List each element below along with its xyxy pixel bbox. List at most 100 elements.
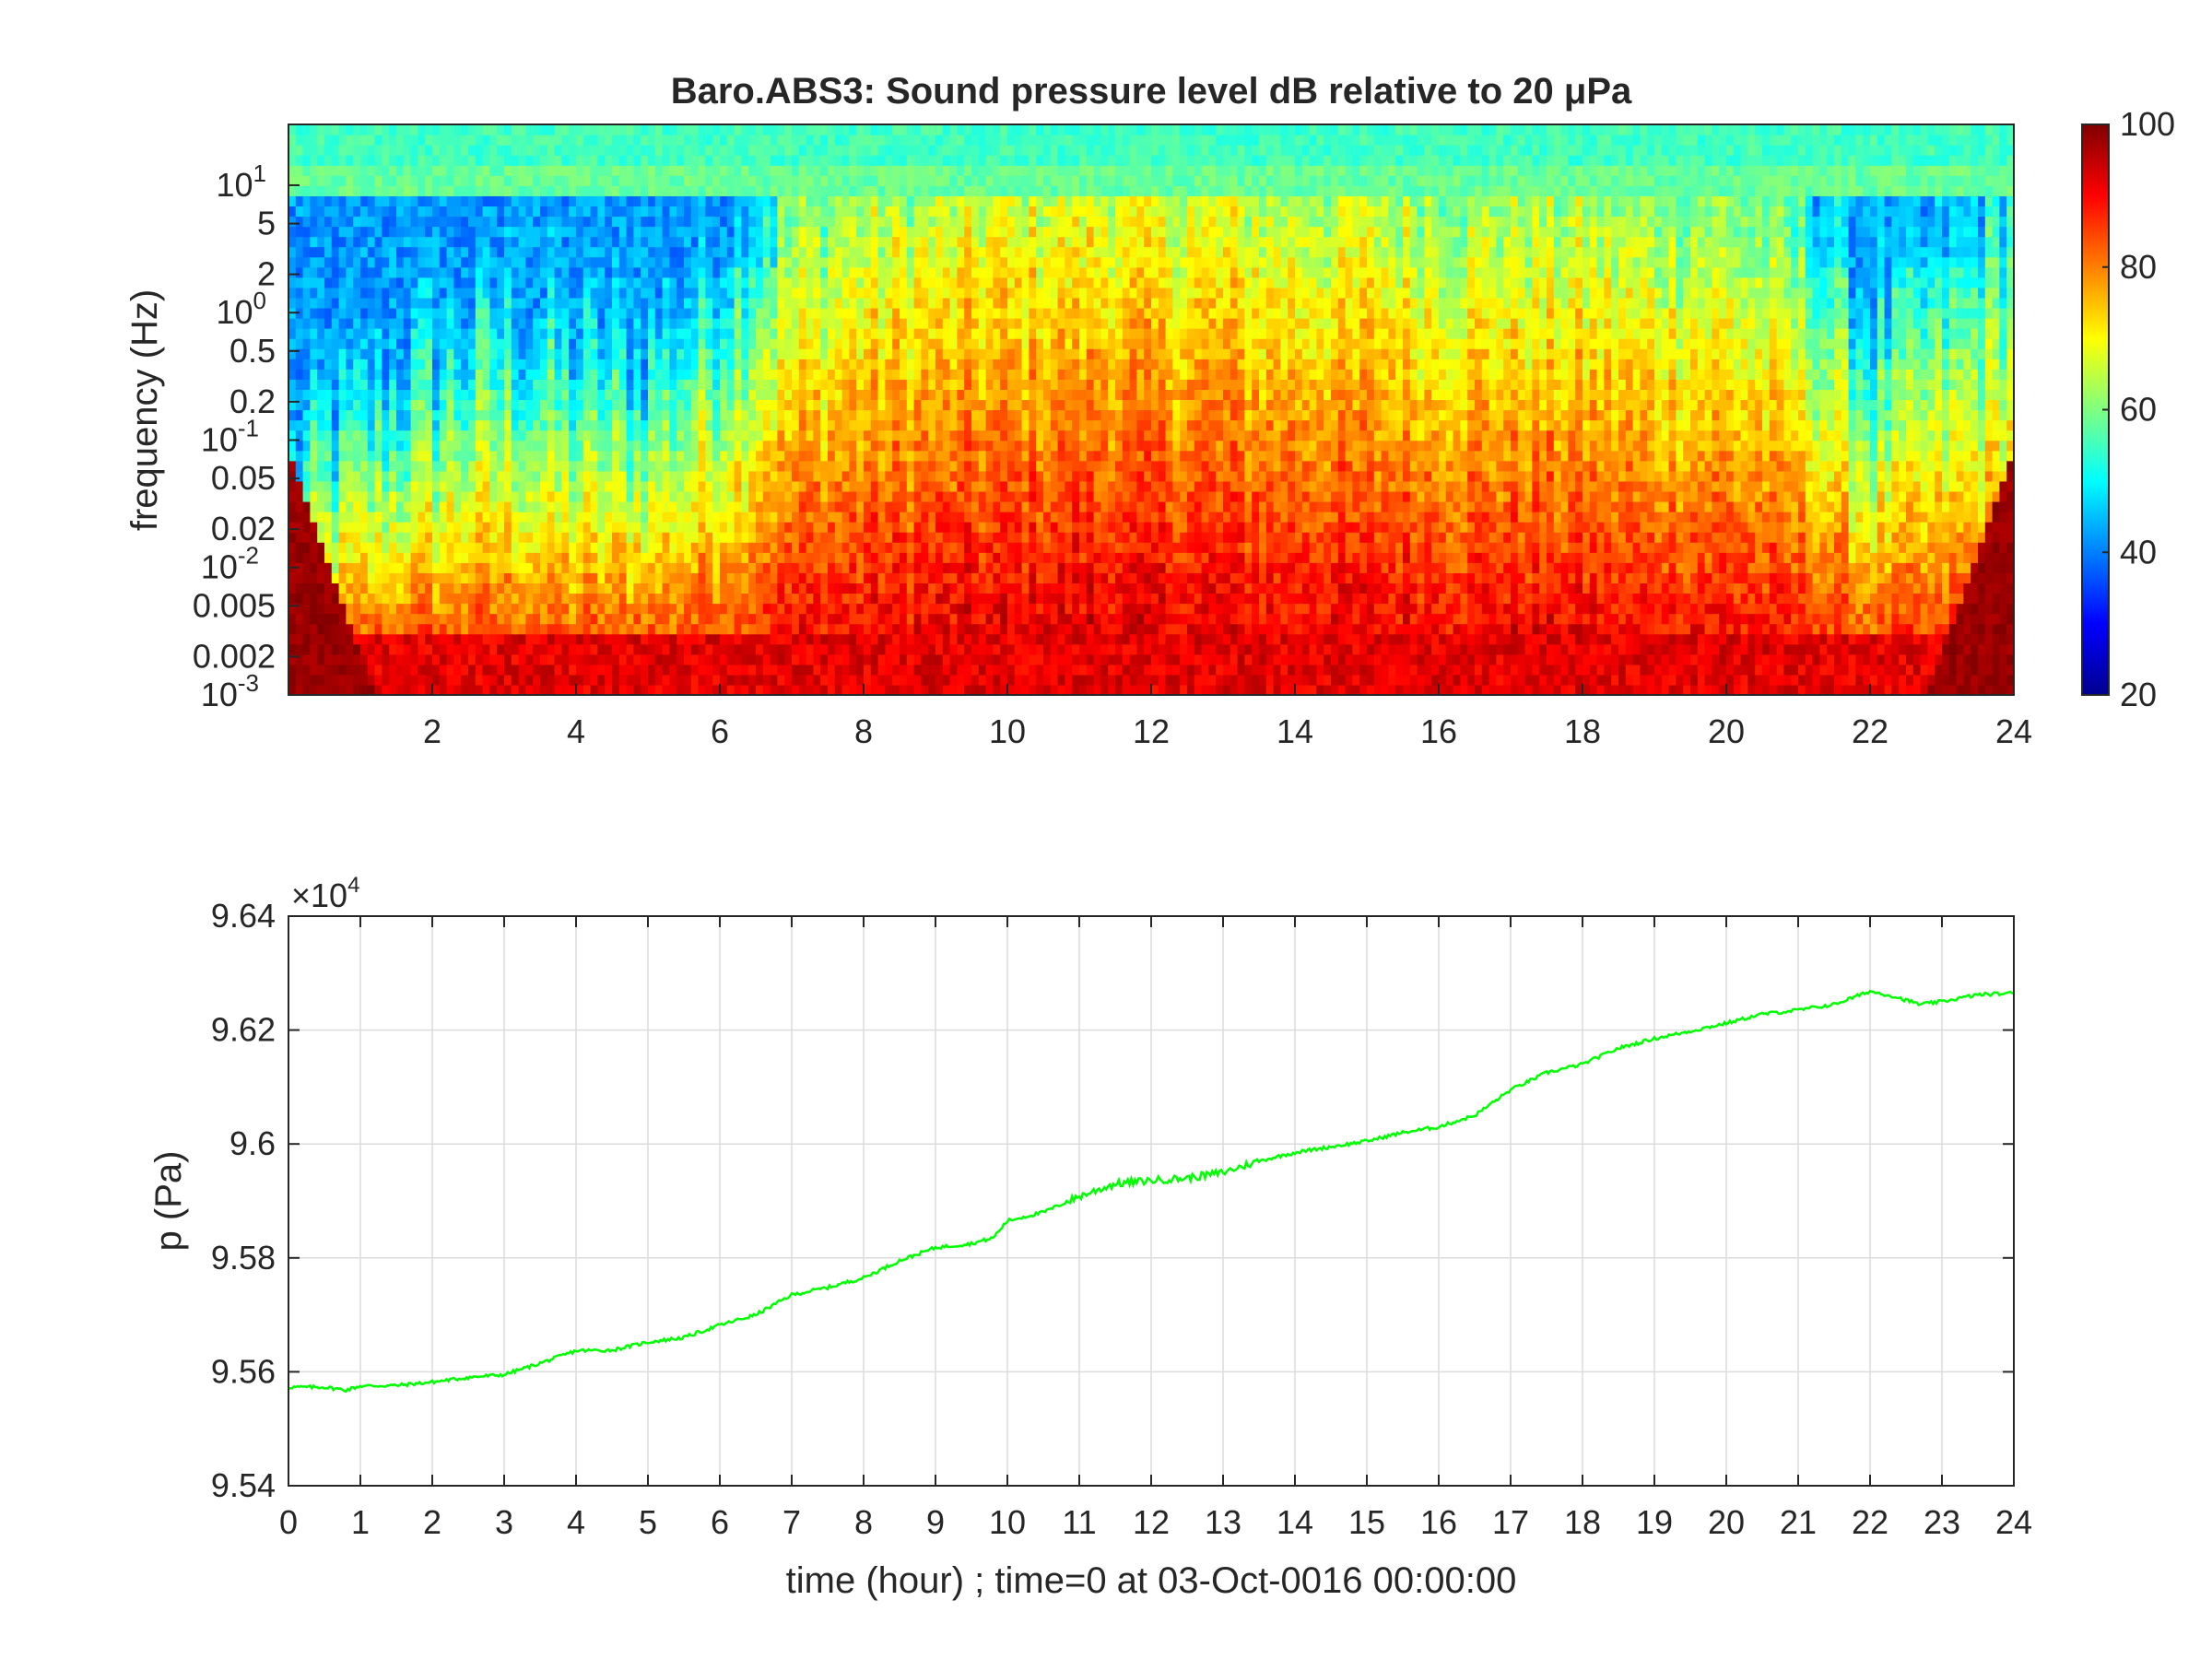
spectrogram-cell bbox=[389, 399, 397, 411]
spectrogram-cell bbox=[662, 399, 670, 411]
spectrogram-cell bbox=[648, 338, 656, 349]
spectrogram-cell bbox=[720, 653, 728, 665]
spectrogram-cell bbox=[777, 684, 785, 695]
spectrogram-cell bbox=[360, 603, 369, 615]
spectrogram-cell bbox=[641, 155, 649, 166]
spectrogram-cell bbox=[734, 236, 742, 248]
spectrogram-cell bbox=[338, 623, 347, 635]
spectrogram-cell bbox=[684, 185, 692, 196]
spectrogram-cell bbox=[569, 399, 577, 411]
spectrogram-cell bbox=[784, 532, 793, 543]
spectrogram-cell bbox=[784, 206, 793, 218]
spectrogram-cell bbox=[396, 532, 405, 543]
spectrogram-cell bbox=[317, 399, 325, 411]
spectrogram-cell bbox=[389, 674, 397, 686]
spectrogram-cell bbox=[439, 572, 448, 584]
spectrogram-cell bbox=[504, 429, 512, 441]
spectrogram-cell bbox=[310, 623, 318, 635]
spectrogram-cell bbox=[813, 480, 821, 492]
spectrogram-cell bbox=[612, 664, 620, 676]
spectrogram-cell bbox=[504, 613, 512, 625]
spectrogram-cell bbox=[295, 318, 304, 329]
spectrogram-cell bbox=[317, 307, 325, 319]
spectrogram-cell bbox=[475, 613, 484, 625]
spectrogram-cell bbox=[841, 195, 850, 207]
spectrogram-cell bbox=[892, 389, 900, 401]
spectrogram-cell bbox=[633, 399, 641, 411]
spectrogram-cell bbox=[439, 359, 448, 370]
spectrogram-cell bbox=[367, 226, 376, 238]
spectrogram-cell bbox=[403, 276, 412, 288]
spectrogram-cell bbox=[331, 124, 340, 135]
spectrogram-cell bbox=[734, 603, 742, 615]
spectrogram-cell bbox=[906, 379, 915, 390]
spectrogram-cell bbox=[921, 236, 929, 248]
spectrogram-cell bbox=[662, 206, 670, 218]
spectrogram-cell bbox=[317, 338, 325, 349]
spectrogram-cell bbox=[605, 480, 613, 492]
spectrogram-cell bbox=[906, 276, 915, 288]
spectrogram-cell bbox=[734, 226, 742, 238]
spectrogram-cell bbox=[720, 276, 728, 288]
spectrogram-cell bbox=[310, 185, 318, 196]
spectrogram-cell bbox=[453, 419, 462, 431]
spectrogram-cell bbox=[612, 613, 620, 625]
spectrogram-cell bbox=[504, 165, 512, 176]
spectrogram-cell bbox=[705, 603, 713, 615]
spectrogram-cell bbox=[504, 135, 512, 146]
spectrogram-cell bbox=[756, 572, 764, 584]
spectrogram-cell bbox=[482, 593, 490, 605]
spectrogram-cell bbox=[834, 522, 843, 533]
spectrogram-cell bbox=[913, 643, 922, 655]
spectrogram-cell bbox=[540, 185, 548, 196]
spectrogram-cell bbox=[338, 480, 347, 492]
spectrogram-cell bbox=[906, 643, 915, 655]
spectrogram-cell bbox=[849, 684, 857, 695]
spectrogram-cell bbox=[403, 419, 412, 431]
spectrogram-cell bbox=[734, 369, 742, 380]
spectrogram-cell bbox=[382, 389, 390, 401]
spectrogram-cell bbox=[396, 653, 405, 665]
spectrogram-cell bbox=[748, 328, 757, 339]
spectrogram-cell bbox=[612, 328, 620, 339]
spectrogram-cell bbox=[792, 500, 800, 512]
spectrogram-cell bbox=[841, 307, 850, 319]
spectrogram-cell bbox=[489, 470, 498, 482]
spectrogram-cell bbox=[418, 480, 426, 492]
spectrogram-cell bbox=[921, 572, 929, 584]
spectrogram-cell bbox=[762, 256, 771, 268]
spectrogram-cell bbox=[317, 266, 325, 278]
spectrogram-cell bbox=[798, 328, 807, 339]
spectrogram-cell bbox=[712, 307, 721, 319]
spectrogram-cell bbox=[432, 532, 441, 543]
spectrogram-cell bbox=[353, 236, 361, 248]
spectrogram-cell bbox=[892, 246, 900, 258]
spectrogram-cell bbox=[792, 226, 800, 238]
spectrogram-cell bbox=[432, 643, 441, 655]
spectrogram-cell bbox=[338, 369, 347, 380]
spectrogram-cell bbox=[418, 338, 426, 349]
spectrogram-cell bbox=[518, 593, 526, 605]
spectrogram-cell bbox=[698, 470, 706, 482]
spectrogram-cell bbox=[633, 236, 641, 248]
spectrogram-cell bbox=[374, 522, 382, 533]
spectrogram-cell bbox=[374, 633, 382, 645]
spectrogram-cell bbox=[748, 307, 757, 319]
spectrogram-cell bbox=[856, 256, 865, 268]
spectrogram-cell bbox=[310, 307, 318, 319]
spectrogram-cell bbox=[684, 480, 692, 492]
spectrogram-cell bbox=[338, 266, 347, 278]
spectrogram-cell bbox=[770, 175, 778, 186]
spectrogram-cell bbox=[504, 328, 512, 339]
spectrogram-cell bbox=[582, 328, 592, 339]
spectrogram-cell bbox=[828, 389, 836, 401]
spectrogram-cell bbox=[561, 155, 570, 166]
spectrogram-cell bbox=[705, 236, 713, 248]
spectrogram-cell bbox=[806, 145, 814, 156]
spectrogram-cell bbox=[346, 470, 354, 482]
spectrogram-cell bbox=[547, 623, 556, 635]
spectrogram-cell bbox=[813, 266, 821, 278]
spectrogram-cell bbox=[677, 287, 685, 299]
spectrogram-cell bbox=[554, 633, 562, 645]
spectrogram-cell bbox=[648, 603, 656, 615]
